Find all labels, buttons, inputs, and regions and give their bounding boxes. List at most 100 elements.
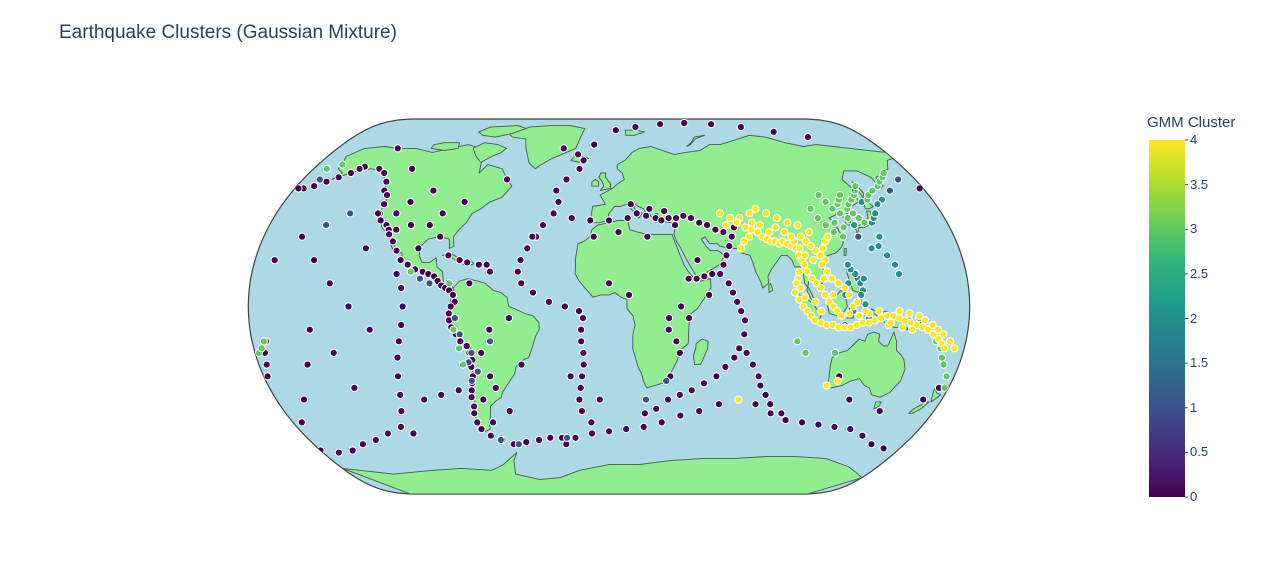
- quake-point-cluster-0[interactable]: [373, 209, 383, 218]
- quake-point-cluster-0[interactable]: [438, 209, 447, 218]
- quake-point-cluster-3[interactable]: [821, 197, 830, 206]
- quake-point-cluster-0[interactable]: [516, 256, 525, 265]
- quake-point-cluster-0[interactable]: [574, 307, 584, 316]
- quake-point-cluster-0[interactable]: [590, 140, 599, 149]
- quake-point-cluster-0[interactable]: [305, 325, 314, 334]
- quake-point-cluster-0[interactable]: [350, 383, 359, 392]
- quake-point-cluster-0[interactable]: [586, 216, 595, 225]
- quake-point-cluster-0[interactable]: [467, 386, 476, 395]
- quake-point-cluster-0[interactable]: [462, 341, 471, 351]
- quake-point-cluster-0[interactable]: [623, 214, 632, 223]
- quake-point-cluster-0[interactable]: [742, 348, 751, 357]
- quake-point-cluster-3[interactable]: [259, 337, 269, 346]
- quake-point-cluster-3[interactable]: [839, 223, 848, 232]
- quake-point-cluster-0[interactable]: [355, 164, 364, 173]
- quake-point-cluster-0[interactable]: [693, 256, 702, 265]
- quake-point-cluster-0[interactable]: [573, 150, 583, 159]
- quake-point-cluster-4[interactable]: [811, 246, 820, 255]
- quake-point-cluster-0[interactable]: [517, 279, 526, 288]
- quake-point-cluster-0[interactable]: [463, 258, 472, 267]
- quake-point-cluster-4[interactable]: [780, 228, 789, 237]
- quake-point-cluster-4[interactable]: [790, 288, 800, 297]
- quake-point-cluster-1[interactable]: [641, 395, 651, 404]
- quake-point-cluster-2[interactable]: [873, 200, 882, 209]
- quake-point-cluster-0[interactable]: [294, 184, 303, 193]
- quake-point-cluster-0[interactable]: [680, 119, 689, 128]
- quake-point-cluster-4[interactable]: [795, 244, 804, 253]
- quake-point-cluster-4[interactable]: [795, 267, 804, 276]
- quake-point-cluster-4[interactable]: [818, 260, 827, 269]
- quake-point-cluster-4[interactable]: [762, 209, 771, 218]
- quake-point-cluster-0[interactable]: [699, 379, 709, 388]
- quake-point-cluster-4[interactable]: [950, 344, 959, 353]
- quake-point-cluster-0[interactable]: [657, 216, 666, 225]
- quake-point-cluster-0[interactable]: [756, 381, 765, 390]
- quake-point-cluster-0[interactable]: [382, 177, 391, 186]
- quake-point-cluster-4[interactable]: [816, 251, 825, 260]
- quake-point-cluster-3[interactable]: [851, 182, 860, 191]
- quake-point-cluster-1[interactable]: [854, 232, 863, 241]
- quake-point-cluster-3[interactable]: [939, 360, 948, 369]
- quake-point-cluster-3[interactable]: [406, 267, 415, 276]
- quake-point-cluster-0[interactable]: [392, 209, 401, 218]
- quake-point-cluster-3[interactable]: [854, 214, 863, 223]
- quake-point-cluster-3[interactable]: [879, 168, 888, 178]
- quake-point-cluster-0[interactable]: [622, 425, 631, 434]
- quake-point-cluster-4[interactable]: [787, 232, 796, 241]
- quake-point-cluster-0[interactable]: [554, 197, 563, 206]
- quake-point-cluster-1[interactable]: [485, 337, 495, 346]
- quake-point-cluster-2[interactable]: [867, 244, 876, 253]
- quake-point-cluster-0[interactable]: [777, 409, 786, 418]
- quake-point-cluster-0[interactable]: [504, 314, 513, 323]
- quake-point-cluster-0[interactable]: [361, 244, 370, 253]
- quake-point-cluster-1[interactable]: [467, 376, 476, 385]
- quake-point-cluster-0[interactable]: [270, 256, 279, 265]
- quake-point-cluster-0[interactable]: [670, 221, 680, 230]
- quake-point-cluster-0[interactable]: [579, 348, 588, 357]
- quake-point-cluster-0[interactable]: [695, 218, 704, 227]
- quake-point-cluster-0[interactable]: [408, 164, 417, 173]
- quake-point-cluster-0[interactable]: [470, 409, 479, 418]
- quake-point-cluster-0[interactable]: [740, 330, 749, 339]
- quake-point-cluster-4[interactable]: [809, 256, 818, 265]
- quake-point-cluster-0[interactable]: [348, 446, 357, 455]
- quake-point-cluster-0[interactable]: [393, 144, 402, 153]
- quake-point-cluster-0[interactable]: [719, 228, 728, 237]
- quake-point-cluster-0[interactable]: [392, 246, 401, 255]
- quake-point-cluster-0[interactable]: [664, 395, 673, 404]
- quake-point-cluster-0[interactable]: [429, 186, 438, 195]
- quake-point-cluster-0[interactable]: [754, 372, 763, 381]
- quake-point-cluster-0[interactable]: [803, 133, 813, 142]
- quake-point-cluster-0[interactable]: [703, 221, 712, 230]
- quake-point-cluster-0[interactable]: [766, 400, 775, 409]
- quake-point-cluster-0[interactable]: [559, 144, 568, 153]
- quake-point-cluster-0[interactable]: [639, 422, 648, 431]
- quake-point-cluster-4[interactable]: [800, 260, 809, 269]
- quake-point-cluster-0[interactable]: [858, 431, 867, 440]
- quake-point-cluster-0[interactable]: [614, 228, 623, 237]
- quake-point-cluster-0[interactable]: [502, 175, 512, 184]
- quake-point-cluster-0[interactable]: [444, 309, 453, 318]
- quake-point-cluster-0[interactable]: [716, 269, 725, 279]
- quake-point-cluster-0[interactable]: [380, 168, 389, 178]
- quake-point-cluster-0[interactable]: [728, 288, 738, 297]
- quake-point-cluster-0[interactable]: [846, 425, 855, 434]
- quake-point-cluster-0[interactable]: [397, 320, 406, 330]
- quake-point-cluster-4[interactable]: [744, 232, 754, 241]
- quake-point-cluster-0[interactable]: [748, 360, 758, 369]
- quake-point-cluster-0[interactable]: [393, 353, 402, 362]
- quake-point-cluster-0[interactable]: [396, 390, 405, 399]
- quake-point-cluster-1[interactable]: [662, 376, 671, 385]
- quake-point-cluster-0[interactable]: [631, 123, 640, 132]
- quake-point-cluster-0[interactable]: [393, 372, 403, 381]
- quake-point-cluster-3[interactable]: [801, 348, 810, 357]
- quake-point-cluster-4[interactable]: [905, 309, 914, 318]
- quake-point-cluster-4[interactable]: [816, 283, 825, 293]
- quake-point-cluster-4[interactable]: [747, 218, 756, 227]
- quake-point-cluster-0[interactable]: [589, 232, 598, 241]
- quake-point-cluster-4[interactable]: [793, 221, 802, 230]
- quake-point-cluster-3[interactable]: [848, 209, 858, 218]
- quake-point-cluster-2[interactable]: [875, 232, 884, 241]
- quake-point-cluster-0[interactable]: [398, 302, 407, 311]
- quake-point-cluster-0[interactable]: [397, 283, 406, 293]
